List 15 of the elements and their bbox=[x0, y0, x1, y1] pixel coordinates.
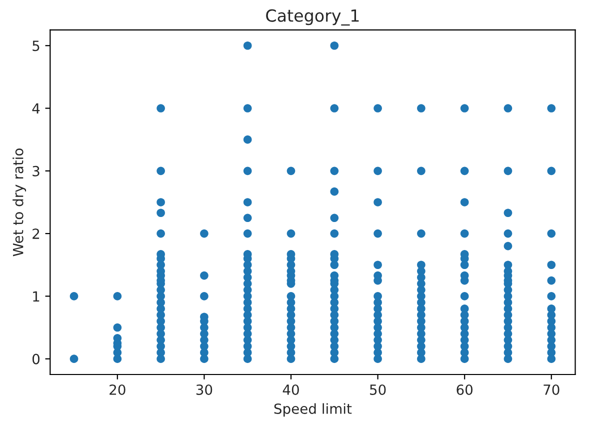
x-tick-label: 60 bbox=[456, 384, 473, 395]
y-tick-label: 5 bbox=[32, 40, 40, 52]
y-axis-title: Wet to dry ratio bbox=[12, 148, 26, 256]
y-tick-label: 2 bbox=[32, 228, 40, 239]
x-tick-label: 30 bbox=[196, 384, 212, 395]
x-tick-label: 50 bbox=[370, 384, 386, 395]
x-tick-label: 20 bbox=[110, 384, 126, 395]
y-tick-label: 4 bbox=[32, 103, 40, 114]
x-axis-title: Speed limit bbox=[274, 403, 352, 417]
y-tick-label: 1 bbox=[33, 291, 40, 302]
y-tick-label: 0 bbox=[32, 354, 40, 364]
y-tick-label: 3 bbox=[32, 166, 40, 176]
x-tick-label: 40 bbox=[282, 384, 299, 395]
chart-title: Category_1 bbox=[266, 9, 359, 26]
x-tick-label: 70 bbox=[544, 384, 560, 395]
